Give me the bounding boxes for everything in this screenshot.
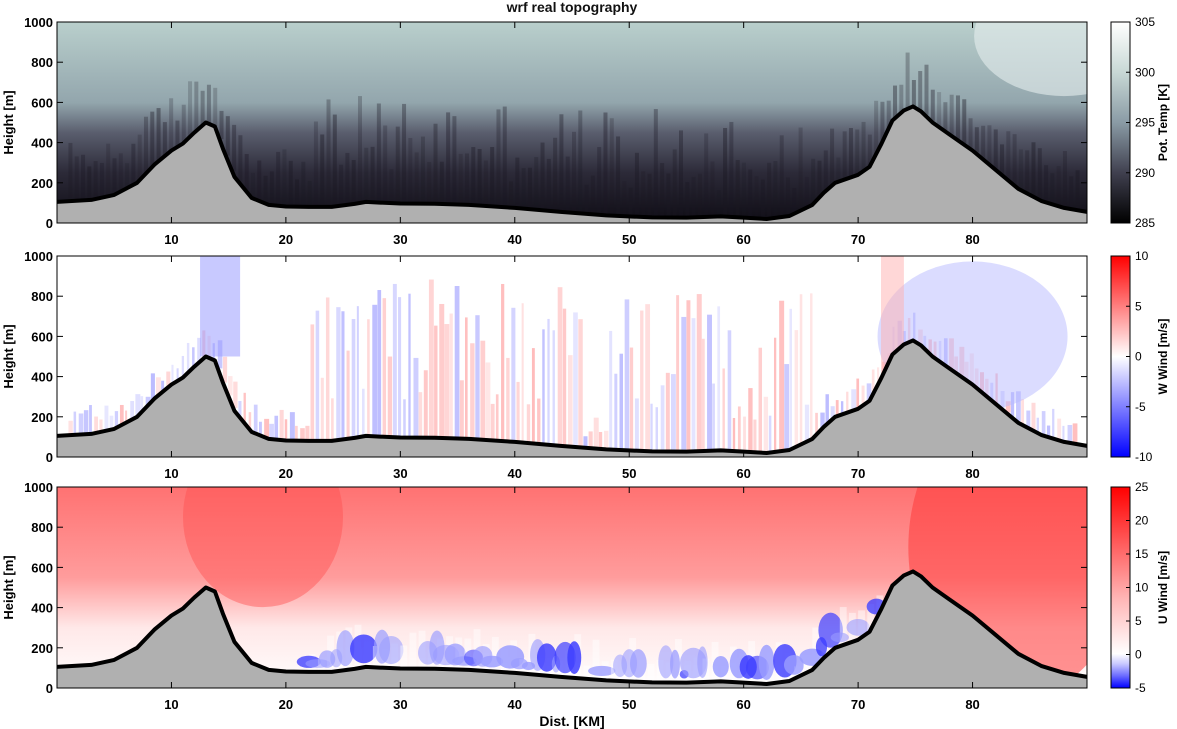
x-tick-label: 70 (851, 697, 865, 712)
terrain-outline (56, 104, 1088, 221)
colorbar-tick-label: 15 (1135, 547, 1149, 561)
colorbar-tick-label: -5 (1135, 681, 1146, 695)
plot-frame (56, 255, 1088, 458)
plot-frame (56, 21, 1088, 224)
x-tick-label: 30 (393, 232, 407, 247)
y-tick-label: 200 (31, 641, 53, 656)
y-tick-label: 1000 (24, 249, 53, 264)
x-tick-label: 70 (851, 466, 865, 481)
colorbar-tick-label: 295 (1135, 116, 1155, 130)
x-tick-label: 20 (279, 697, 293, 712)
terrain-fill (57, 106, 1087, 223)
x-tick-label: 80 (965, 697, 979, 712)
y-tick-label: 0 (46, 450, 53, 465)
x-tick-label: 10 (164, 232, 178, 247)
colorbar-label: Pot. Temp [K] (1156, 84, 1170, 161)
figure-title: wrf real topography (506, 0, 638, 15)
y-tick-label: 1000 (24, 480, 53, 495)
x-axis-label: Dist. [KM] (539, 713, 604, 729)
colorbar-label: W Wind [m/s] (1156, 319, 1170, 395)
x-tick-label: 30 (393, 466, 407, 481)
chart-panel-3: 10 20 30 40 50 60 70 8002004006008001000Height … (1, 480, 1170, 729)
terrain-fill (57, 571, 1087, 688)
y-tick-label: 600 (31, 95, 53, 110)
y-tick-label: 600 (31, 329, 53, 344)
colorbar-tick-label: 25 (1135, 480, 1149, 494)
y-axis-label: Height [m] (1, 90, 16, 154)
y-tick-label: 0 (46, 681, 53, 696)
x-tick-label: 50 (622, 697, 636, 712)
chart-panel-1: 10 20 30 40 50 60 70 8002004006008001000Height … (1, 15, 1170, 247)
colorbar-tick-label: 0 (1135, 648, 1142, 662)
colorbar-tick-label: -10 (1135, 450, 1153, 464)
terrain-fill (57, 340, 1087, 457)
y-tick-label: 800 (31, 520, 53, 535)
colorbar-label: U Wind [m/s] (1156, 551, 1170, 624)
field-texture (68, 22, 1087, 219)
colorbar-tick-label: 305 (1135, 15, 1155, 29)
y-tick-label: 1000 (24, 15, 53, 30)
y-tick-label: 200 (31, 176, 53, 191)
colorbar-tick-label: 10 (1135, 249, 1149, 263)
x-tick-label: 60 (736, 466, 750, 481)
x-tick-label: 40 (508, 232, 522, 247)
colorbar-tick-label: -5 (1135, 400, 1146, 414)
y-axis-label: Height [m] (1, 555, 16, 619)
chart-panel-2: 10 20 30 40 50 60 70 8002004006008001000Height … (1, 249, 1170, 481)
x-tick-label: 10 (164, 466, 178, 481)
x-tick-label: 40 (508, 466, 522, 481)
x-tick-label: 80 (965, 466, 979, 481)
terrain-outline (56, 569, 1088, 686)
x-tick-label: 50 (622, 466, 636, 481)
y-tick-label: 200 (31, 410, 53, 425)
y-tick-label: 400 (31, 370, 53, 385)
x-tick-label: 20 (279, 232, 293, 247)
x-tick-label: 10 (164, 697, 178, 712)
y-tick-label: 800 (31, 289, 53, 304)
y-tick-label: 400 (31, 136, 53, 151)
field-texture (68, 256, 1078, 453)
x-tick-label: 60 (736, 697, 750, 712)
y-tick-label: 400 (31, 601, 53, 616)
x-tick-label: 30 (393, 697, 407, 712)
colorbar-tick-label: 5 (1135, 299, 1142, 313)
plot-frame (56, 486, 1088, 689)
x-tick-label: 70 (851, 232, 865, 247)
y-tick-label: 800 (31, 55, 53, 70)
y-axis-label: Height [m] (1, 324, 16, 388)
x-tick-label: 80 (965, 232, 979, 247)
x-tick-label: 50 (622, 232, 636, 247)
colorbar-tick-label: 300 (1135, 65, 1155, 79)
colorbar-tick-label: 5 (1135, 614, 1142, 628)
colorbar-tick-label: 20 (1135, 514, 1149, 528)
y-tick-label: 0 (46, 216, 53, 231)
colorbar-tick-label: 285 (1135, 216, 1155, 230)
x-tick-label: 20 (279, 466, 293, 481)
colorbar-tick-label: 290 (1135, 166, 1155, 180)
y-tick-label: 600 (31, 560, 53, 575)
x-tick-label: 60 (736, 232, 750, 247)
terrain-outline (56, 338, 1088, 455)
x-tick-label: 40 (508, 697, 522, 712)
colorbar-tick-label: 10 (1135, 581, 1149, 595)
colorbar-tick-label: 0 (1135, 350, 1142, 364)
